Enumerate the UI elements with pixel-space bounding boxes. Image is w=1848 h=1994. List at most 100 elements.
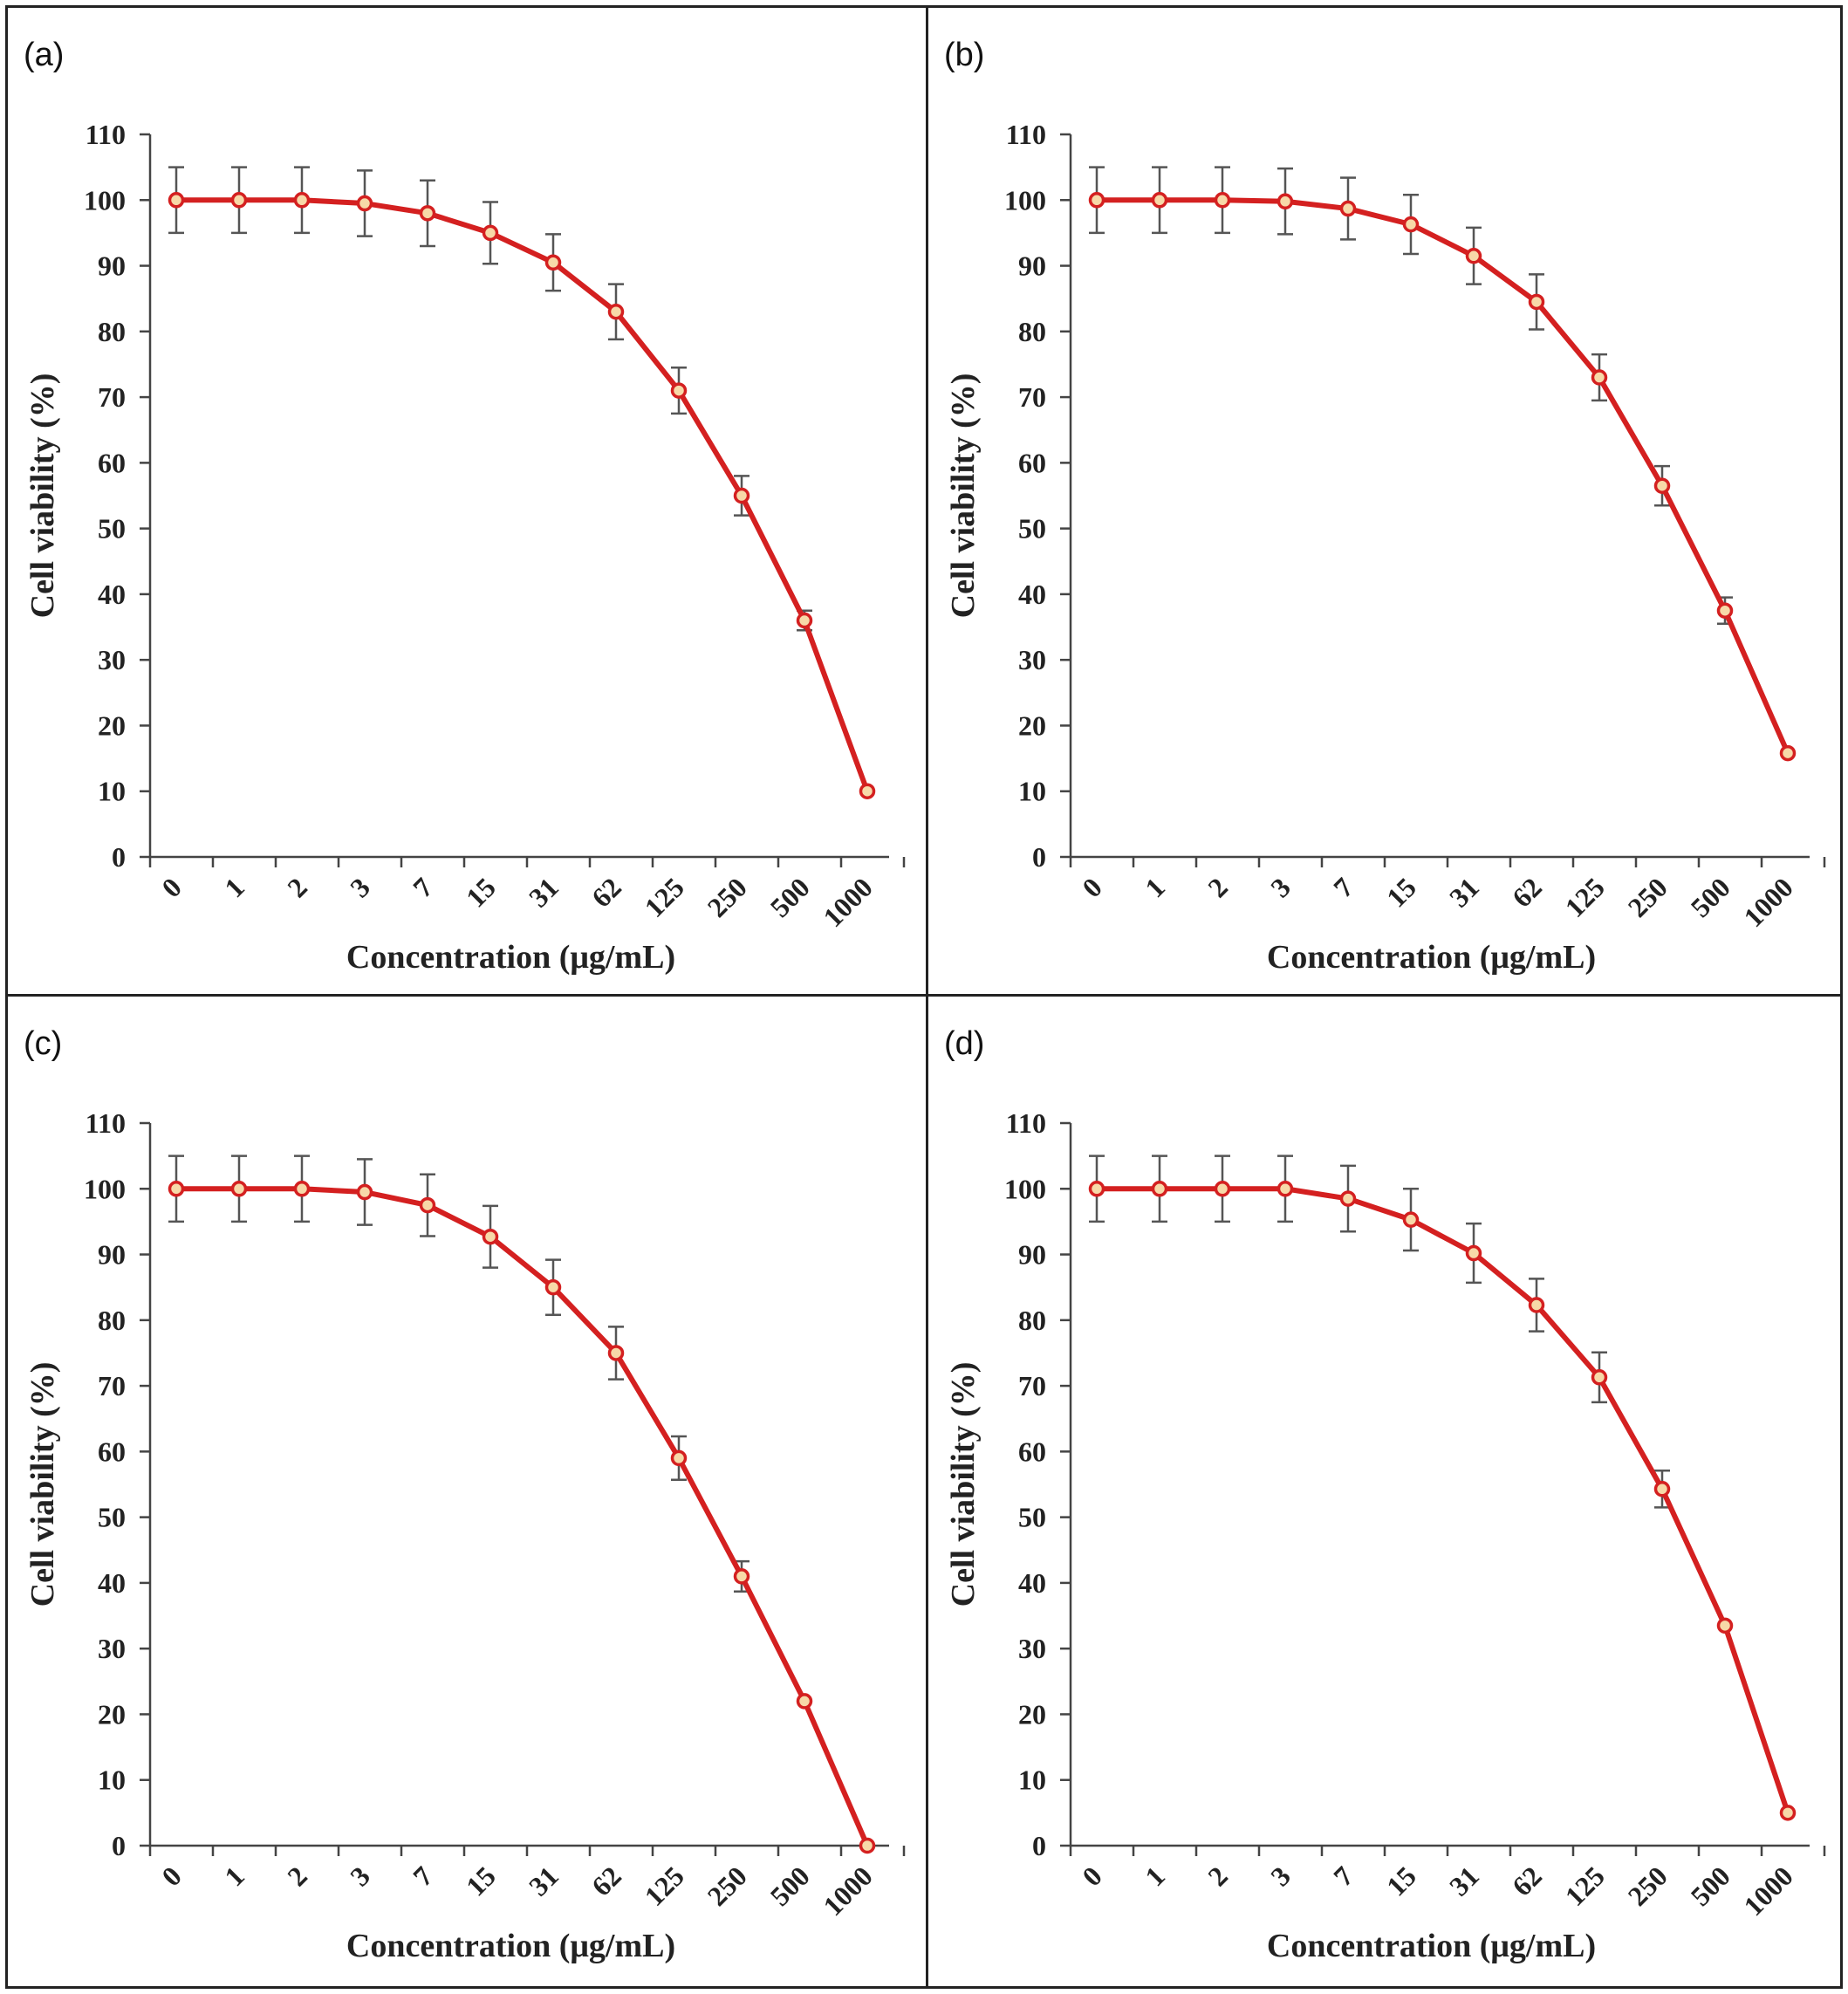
y-tick-label: 80 — [1018, 1305, 1046, 1336]
x-tick-label: 250 — [1622, 871, 1673, 922]
data-point — [1214, 192, 1231, 209]
y-tick-label: 20 — [98, 709, 126, 741]
x-tick-label: 1000 — [817, 1860, 879, 1922]
data-point — [482, 1228, 499, 1245]
data-point — [1276, 193, 1294, 210]
series-line — [174, 197, 870, 794]
x-tick-label: 31 — [1443, 871, 1485, 913]
data-point — [1214, 1181, 1231, 1197]
data-point — [1465, 1244, 1482, 1262]
data-point — [1402, 216, 1420, 233]
data-point — [419, 1196, 436, 1214]
y-tick-label: 80 — [1018, 316, 1046, 347]
x-tick-label: 1000 — [1737, 871, 1799, 933]
y-axis-title: Cell viability (%) — [945, 373, 982, 619]
x-tick-label: 125 — [639, 1860, 690, 1911]
data-point — [1339, 200, 1357, 217]
y-tick-label: 100 — [1004, 1173, 1046, 1204]
y-tick-label: 110 — [1006, 119, 1046, 150]
y-tick-label: 40 — [98, 579, 126, 610]
data-point — [168, 1181, 185, 1197]
data-point — [293, 1181, 311, 1197]
y-tick-label: 90 — [98, 250, 126, 282]
panel-divider-horizontal — [8, 994, 1840, 997]
y-axis-title: Cell viability (%) — [24, 1362, 61, 1607]
x-tick-label: 125 — [639, 871, 690, 922]
y-tick-label: 10 — [98, 776, 126, 807]
x-tick-label: 500 — [764, 1860, 816, 1911]
data-point — [1088, 192, 1105, 209]
x-tick-label: 0 — [155, 1860, 188, 1892]
y-tick-label: 60 — [98, 1436, 126, 1467]
data-point — [1088, 1181, 1105, 1197]
x-tick-label: 3 — [344, 871, 376, 903]
x-tick-label: 2 — [1201, 871, 1234, 903]
x-tick-label: 15 — [460, 1860, 502, 1901]
data-point — [482, 224, 499, 242]
x-tick-label: 2 — [1201, 1860, 1234, 1892]
x-tick-label: 15 — [1380, 1860, 1422, 1901]
y-tick-label: 70 — [98, 381, 126, 413]
data-point — [1653, 1481, 1671, 1497]
x-tick-label: 62 — [1506, 1860, 1548, 1901]
y-tick-label: 50 — [1018, 1502, 1046, 1533]
data-point — [356, 1183, 373, 1201]
x-tick-label: 15 — [1380, 871, 1422, 913]
data-point — [356, 195, 373, 212]
x-tick-label: 2 — [281, 871, 313, 903]
y-tick-label: 70 — [1018, 1370, 1046, 1401]
data-point — [733, 487, 750, 504]
y-tick-label: 70 — [98, 1370, 126, 1401]
x-tick-label: 62 — [585, 1860, 627, 1901]
x-axis-title: Concentration (μg/mL) — [346, 1928, 675, 1964]
series-line — [1094, 1186, 1790, 1816]
data-point — [419, 205, 436, 222]
x-tick-label: 3 — [1264, 871, 1297, 903]
figure-frame: (a) 0 10 20 30 40 50 60 70 80 90 100 110 0 1 2 3 7 15 31 62 1… — [5, 5, 1843, 1989]
y-tick-label: 90 — [1018, 1239, 1046, 1271]
data-point — [1151, 192, 1168, 209]
x-tick-label: 125 — [1559, 871, 1611, 922]
y-tick-label: 0 — [1032, 841, 1046, 873]
y-tick-label: 20 — [1018, 709, 1046, 741]
x-tick-label: 250 — [702, 1860, 753, 1911]
y-tick-label: 50 — [98, 1502, 126, 1533]
y-tick-label: 50 — [1018, 513, 1046, 545]
y-tick-label: 10 — [98, 1764, 126, 1796]
data-point — [1591, 369, 1608, 386]
data-point — [1653, 477, 1671, 494]
x-axis-title: Concentration (μg/mL) — [1267, 1928, 1596, 1964]
data-point — [544, 254, 562, 271]
x-tick-label: 0 — [1076, 871, 1108, 903]
y-axis-title: Cell viability (%) — [24, 373, 61, 619]
x-tick-label: 1 — [218, 871, 250, 903]
x-tick-label: 1000 — [1737, 1860, 1799, 1922]
y-tick-label: 90 — [98, 1239, 126, 1271]
panel-label: (c) — [24, 1025, 62, 1062]
panel-label: (b) — [944, 37, 984, 73]
series-line — [1094, 197, 1790, 757]
data-point — [230, 1181, 248, 1197]
y-tick-label: 20 — [98, 1698, 126, 1730]
y-tick-label: 60 — [1018, 1436, 1046, 1467]
y-tick-label: 70 — [1018, 381, 1046, 413]
y-tick-label: 40 — [1018, 579, 1046, 610]
y-tick-label: 100 — [1004, 184, 1046, 216]
data-point — [859, 1837, 876, 1854]
x-tick-label: 62 — [1506, 871, 1548, 913]
x-tick-label: 500 — [1685, 871, 1736, 922]
data-point — [1465, 248, 1482, 264]
y-tick-label: 100 — [84, 184, 126, 216]
data-point — [1151, 1181, 1168, 1197]
series-line — [174, 1186, 870, 1848]
data-point — [1779, 744, 1797, 762]
x-axis-title: Concentration (μg/mL) — [1267, 939, 1596, 976]
y-tick-label: 30 — [98, 644, 126, 675]
x-tick-label: 1000 — [817, 871, 879, 933]
x-tick-label: 31 — [523, 1860, 565, 1901]
x-tick-label: 500 — [764, 871, 816, 922]
y-tick-label: 0 — [112, 841, 126, 873]
